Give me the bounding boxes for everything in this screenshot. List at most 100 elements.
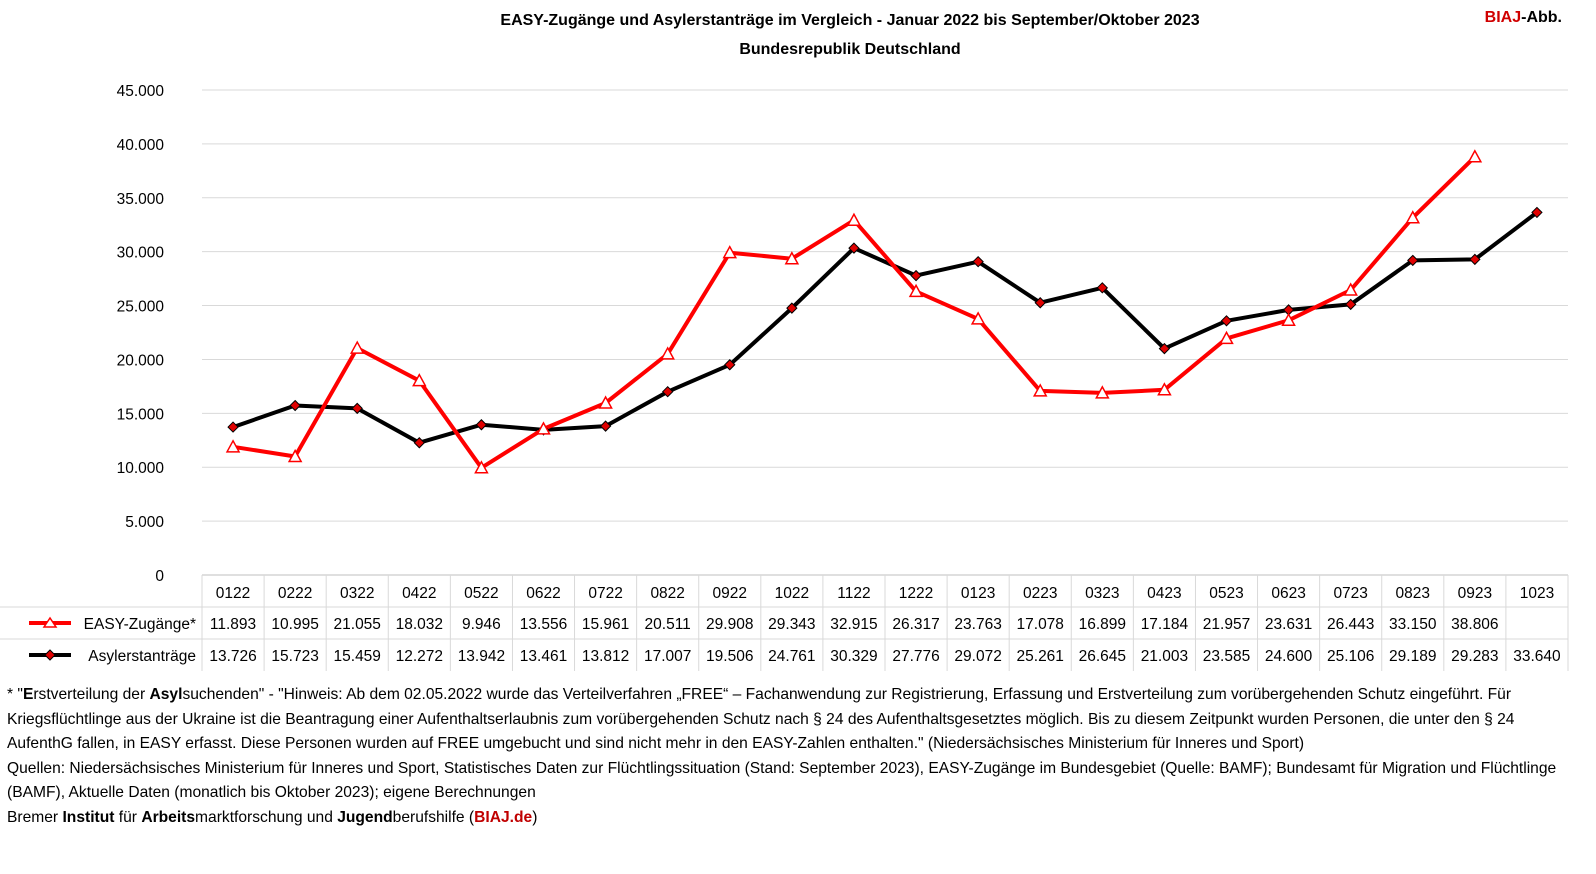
data-label: 32.915 bbox=[830, 616, 877, 633]
point-easy bbox=[846, 212, 862, 226]
point-easy bbox=[474, 460, 489, 474]
data-label: 30.329 bbox=[830, 648, 877, 665]
x-tick-label: 0422 bbox=[402, 585, 436, 602]
data-label: 19.506 bbox=[706, 648, 753, 665]
data-label: 21.957 bbox=[1203, 616, 1250, 633]
chart-title: EASY-Zugänge und Asylerstanträge im Verg… bbox=[500, 12, 1200, 29]
point-easy bbox=[784, 251, 800, 265]
legend-label: EASY-Zugänge* bbox=[84, 616, 196, 633]
data-label: 13.461 bbox=[520, 648, 567, 665]
footnote-easy: * "Erstverteilung der Asylsuchenden" - "… bbox=[7, 686, 1515, 752]
point-asyl bbox=[1034, 297, 1046, 309]
data-label: 15.723 bbox=[271, 648, 318, 665]
data-label: 15.459 bbox=[334, 648, 381, 665]
x-tick-label: 1222 bbox=[899, 585, 933, 602]
point-asyl bbox=[475, 419, 488, 431]
data-label: 16.899 bbox=[1079, 616, 1126, 633]
y-tick-label: 0 bbox=[155, 568, 164, 585]
x-tick-label: 0823 bbox=[1396, 585, 1430, 602]
point-easy bbox=[1281, 312, 1296, 327]
point-easy bbox=[908, 283, 924, 298]
point-asyl bbox=[1407, 254, 1419, 267]
brand-red: BIAJ bbox=[1484, 9, 1522, 26]
chart-subtitle: Bundesrepublik Deutschland bbox=[739, 41, 961, 58]
data-label: 21.055 bbox=[334, 616, 381, 633]
point-asyl bbox=[910, 269, 922, 282]
point-easy bbox=[287, 448, 303, 463]
point-easy bbox=[1032, 383, 1048, 397]
y-tick-label: 20.000 bbox=[117, 352, 165, 369]
data-table: 0122 0222 0322 0422 0522 0622 0722 0822 0922 1022… bbox=[0, 574, 1569, 671]
point-easy bbox=[1343, 282, 1358, 296]
x-tick-label: 0922 bbox=[713, 585, 747, 602]
footnote-sources: Quellen: Niedersächsisches Ministerium f… bbox=[7, 759, 1557, 802]
point-asyl bbox=[661, 385, 674, 398]
x-tick-label: 0123 bbox=[961, 585, 995, 602]
data-label: 12.272 bbox=[396, 648, 443, 665]
x-tick-label: 0723 bbox=[1333, 585, 1367, 602]
series-line bbox=[232, 210, 1539, 445]
y-tick-label: 30.000 bbox=[117, 245, 165, 262]
point-easy bbox=[1157, 382, 1172, 396]
y-tick-label: 5.000 bbox=[125, 514, 164, 531]
footnote-publisher: Bremer Institut für Arbeitsmarktforschun… bbox=[7, 808, 538, 826]
x-tick-label: 1122 bbox=[837, 585, 870, 602]
point-easy bbox=[1219, 330, 1234, 345]
series-lines bbox=[225, 149, 1543, 474]
point-easy bbox=[1405, 210, 1421, 224]
x-tick-label: 0923 bbox=[1458, 585, 1492, 602]
data-label: 21.003 bbox=[1141, 648, 1188, 665]
y-tick-label: 15.000 bbox=[117, 406, 165, 423]
data-label: 38.806 bbox=[1451, 616, 1498, 633]
data-label: 26.645 bbox=[1079, 648, 1126, 665]
point-asyl bbox=[351, 402, 363, 415]
x-tick-label: 0623 bbox=[1271, 585, 1305, 602]
footnotes: * "Erstverteilung der Asylsuchenden" - "… bbox=[7, 683, 1567, 830]
data-label: 23.763 bbox=[954, 616, 1001, 633]
data-label: 33.640 bbox=[1513, 648, 1561, 665]
data-label: 29.189 bbox=[1389, 648, 1436, 665]
x-tick-label: 0223 bbox=[1023, 585, 1057, 602]
data-label: 33.150 bbox=[1389, 616, 1437, 633]
brand-rest: -Abb. bbox=[1521, 9, 1562, 26]
data-label: 27.776 bbox=[892, 648, 939, 665]
point-asyl bbox=[1220, 315, 1233, 327]
data-label: 20.511 bbox=[645, 616, 691, 633]
y-tick-labels: 0 5.000 10.000 15.000 20.000 25.000 30.000 35.0… bbox=[117, 83, 165, 585]
data-label: 23.585 bbox=[1203, 648, 1250, 665]
x-tick-label: 0423 bbox=[1147, 585, 1181, 602]
y-tick-label: 10.000 bbox=[117, 460, 165, 477]
data-label: 17.184 bbox=[1141, 616, 1189, 633]
y-tick-label: 25.000 bbox=[117, 299, 165, 316]
x-tick-label: 0122 bbox=[216, 585, 250, 602]
data-label: 29.343 bbox=[768, 616, 815, 633]
data-label: 29.283 bbox=[1451, 648, 1498, 665]
data-label: 29.072 bbox=[954, 648, 1001, 665]
point-easy bbox=[598, 395, 613, 409]
point-asyl bbox=[1158, 342, 1171, 355]
point-easy bbox=[225, 439, 241, 453]
biaj-link[interactable]: BIAJ.de bbox=[474, 808, 533, 826]
data-label: 17.007 bbox=[644, 648, 691, 665]
point-asyl bbox=[289, 399, 301, 412]
point-asyl bbox=[1469, 253, 1481, 266]
x-tick-label: 1022 bbox=[775, 585, 809, 602]
data-label: 11.893 bbox=[210, 616, 256, 633]
data-label: 23.631 bbox=[1265, 616, 1312, 633]
data-label: 13.812 bbox=[582, 648, 629, 665]
brand-label: BIAJ-Abb. bbox=[1485, 9, 1562, 27]
data-label: 26.443 bbox=[1327, 616, 1374, 633]
data-label: 13.942 bbox=[458, 648, 505, 665]
point-easy bbox=[660, 346, 675, 360]
point-easy bbox=[349, 340, 365, 354]
data-label: 26.317 bbox=[892, 616, 939, 633]
point-asyl bbox=[1096, 282, 1109, 294]
x-tick-label: 1023 bbox=[1520, 585, 1554, 602]
x-tick-label: 0822 bbox=[650, 585, 684, 602]
data-label: 10.995 bbox=[271, 616, 318, 633]
point-easy bbox=[1095, 385, 1110, 399]
y-tick-label: 35.000 bbox=[117, 191, 165, 208]
legend-label: Asylerstanträge bbox=[88, 648, 196, 665]
point-asyl bbox=[227, 421, 239, 433]
point-asyl bbox=[848, 242, 860, 254]
